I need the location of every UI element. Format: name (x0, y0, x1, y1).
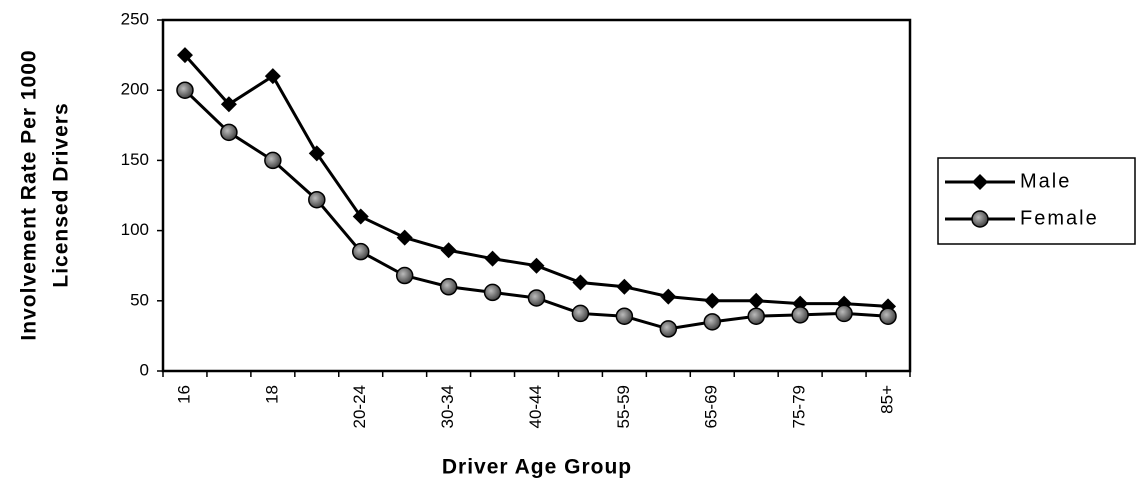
marker-circle (791, 306, 809, 324)
marker-diamond (748, 292, 765, 309)
legend-marker (972, 174, 988, 190)
marker-circle (615, 307, 634, 325)
marker-circle (308, 190, 326, 209)
marker-circle (483, 283, 502, 302)
marker-circle (703, 313, 722, 331)
marker-diamond (308, 145, 325, 162)
x-axis-title: Driver Age Group (442, 456, 632, 479)
marker-circle (395, 266, 414, 285)
y-tick-label: 250 (121, 9, 149, 28)
marker-circle (835, 304, 853, 323)
marker-diamond (704, 292, 721, 309)
marker-diamond (220, 96, 237, 113)
x-tick-label: 75-79 (790, 385, 809, 428)
y-tick-label: 100 (121, 220, 149, 239)
marker-circle (264, 151, 282, 170)
legend-label: Female (1020, 207, 1099, 229)
marker-circle (176, 81, 194, 99)
marker-circle (659, 320, 678, 338)
y-tick-label: 50 (130, 290, 149, 309)
marker-diamond (484, 250, 501, 267)
marker-diamond (264, 68, 281, 85)
marker-diamond (396, 229, 413, 246)
marker-diamond (352, 208, 369, 225)
marker-diamond (616, 278, 633, 295)
legend-marker (971, 210, 989, 228)
marker-circle (571, 304, 590, 323)
x-tick-label: 20-24 (350, 385, 369, 428)
x-tick-label: 18 (262, 385, 281, 404)
marker-circle (527, 289, 546, 307)
y-tick-label: 200 (121, 80, 149, 99)
y-tick-label: 150 (121, 150, 149, 169)
marker-diamond (528, 257, 545, 274)
x-tick-label: 55-59 (614, 385, 633, 428)
marker-circle (747, 307, 765, 325)
marker-diamond (572, 274, 589, 291)
plot-frame (161, 18, 912, 373)
y-axis-title: Involvement Rate Per 1000 (18, 49, 41, 340)
x-tick-label: 40-44 (526, 385, 545, 428)
marker-circle (220, 123, 238, 142)
y-tick-label: 0 (140, 360, 149, 379)
x-tick-label: 65-69 (702, 385, 721, 428)
x-tick-label: 30-34 (438, 385, 457, 428)
marker-circle (439, 278, 458, 296)
x-tick-label: 16 (174, 385, 193, 404)
marker-circle (351, 242, 370, 261)
marker-circle (879, 307, 897, 325)
legend-label: Male (1020, 170, 1071, 192)
marker-diamond (176, 47, 193, 64)
x-tick-label: 85+ (878, 385, 897, 414)
marker-diamond (660, 288, 677, 305)
legend-box (937, 157, 1136, 245)
marker-diamond (440, 242, 457, 259)
y-axis-title: Licensed Drivers (50, 102, 73, 287)
